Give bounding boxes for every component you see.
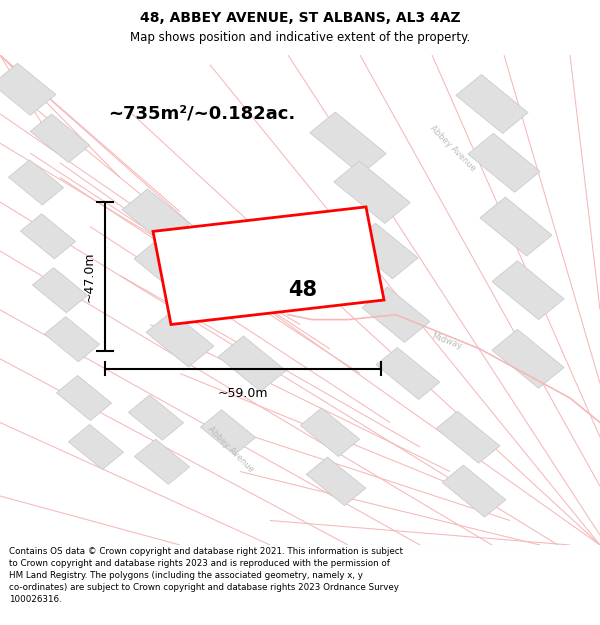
Polygon shape [122, 189, 190, 244]
Text: Abbey Avenue: Abbey Avenue [206, 425, 256, 474]
Polygon shape [206, 258, 274, 313]
Text: ~735m²/~0.182ac.: ~735m²/~0.182ac. [108, 104, 295, 122]
Polygon shape [350, 223, 418, 279]
Polygon shape [310, 112, 386, 174]
Polygon shape [301, 408, 359, 456]
Polygon shape [362, 287, 430, 342]
Text: Abbey Avenue: Abbey Avenue [428, 123, 478, 172]
Text: 48, ABBEY AVENUE, ST ALBANS, AL3 4AZ: 48, ABBEY AVENUE, ST ALBANS, AL3 4AZ [140, 11, 460, 25]
Polygon shape [31, 114, 89, 162]
Text: ~47.0m: ~47.0m [82, 251, 95, 302]
Polygon shape [334, 161, 410, 223]
Polygon shape [442, 465, 506, 517]
Polygon shape [128, 395, 184, 440]
Polygon shape [200, 410, 256, 455]
Polygon shape [376, 348, 440, 399]
Polygon shape [44, 317, 100, 362]
Polygon shape [153, 207, 384, 324]
Polygon shape [456, 74, 528, 134]
Polygon shape [146, 311, 214, 367]
Text: Contains OS data © Crown copyright and database right 2021. This information is : Contains OS data © Crown copyright and d… [9, 548, 403, 604]
Polygon shape [218, 336, 286, 391]
Text: Midway: Midway [430, 332, 464, 351]
Polygon shape [492, 261, 564, 319]
Polygon shape [480, 197, 552, 256]
Polygon shape [492, 329, 564, 388]
Polygon shape [468, 133, 540, 192]
Polygon shape [134, 238, 202, 293]
Text: Map shows position and indicative extent of the property.: Map shows position and indicative extent… [130, 31, 470, 44]
Polygon shape [20, 214, 76, 259]
Polygon shape [56, 376, 112, 421]
Polygon shape [307, 457, 365, 506]
Text: 48: 48 [289, 280, 317, 300]
Polygon shape [8, 160, 64, 205]
Polygon shape [134, 439, 190, 484]
Polygon shape [32, 268, 88, 312]
Polygon shape [436, 411, 500, 463]
Text: ~59.0m: ~59.0m [218, 388, 268, 400]
Polygon shape [0, 63, 56, 115]
Polygon shape [68, 424, 124, 469]
